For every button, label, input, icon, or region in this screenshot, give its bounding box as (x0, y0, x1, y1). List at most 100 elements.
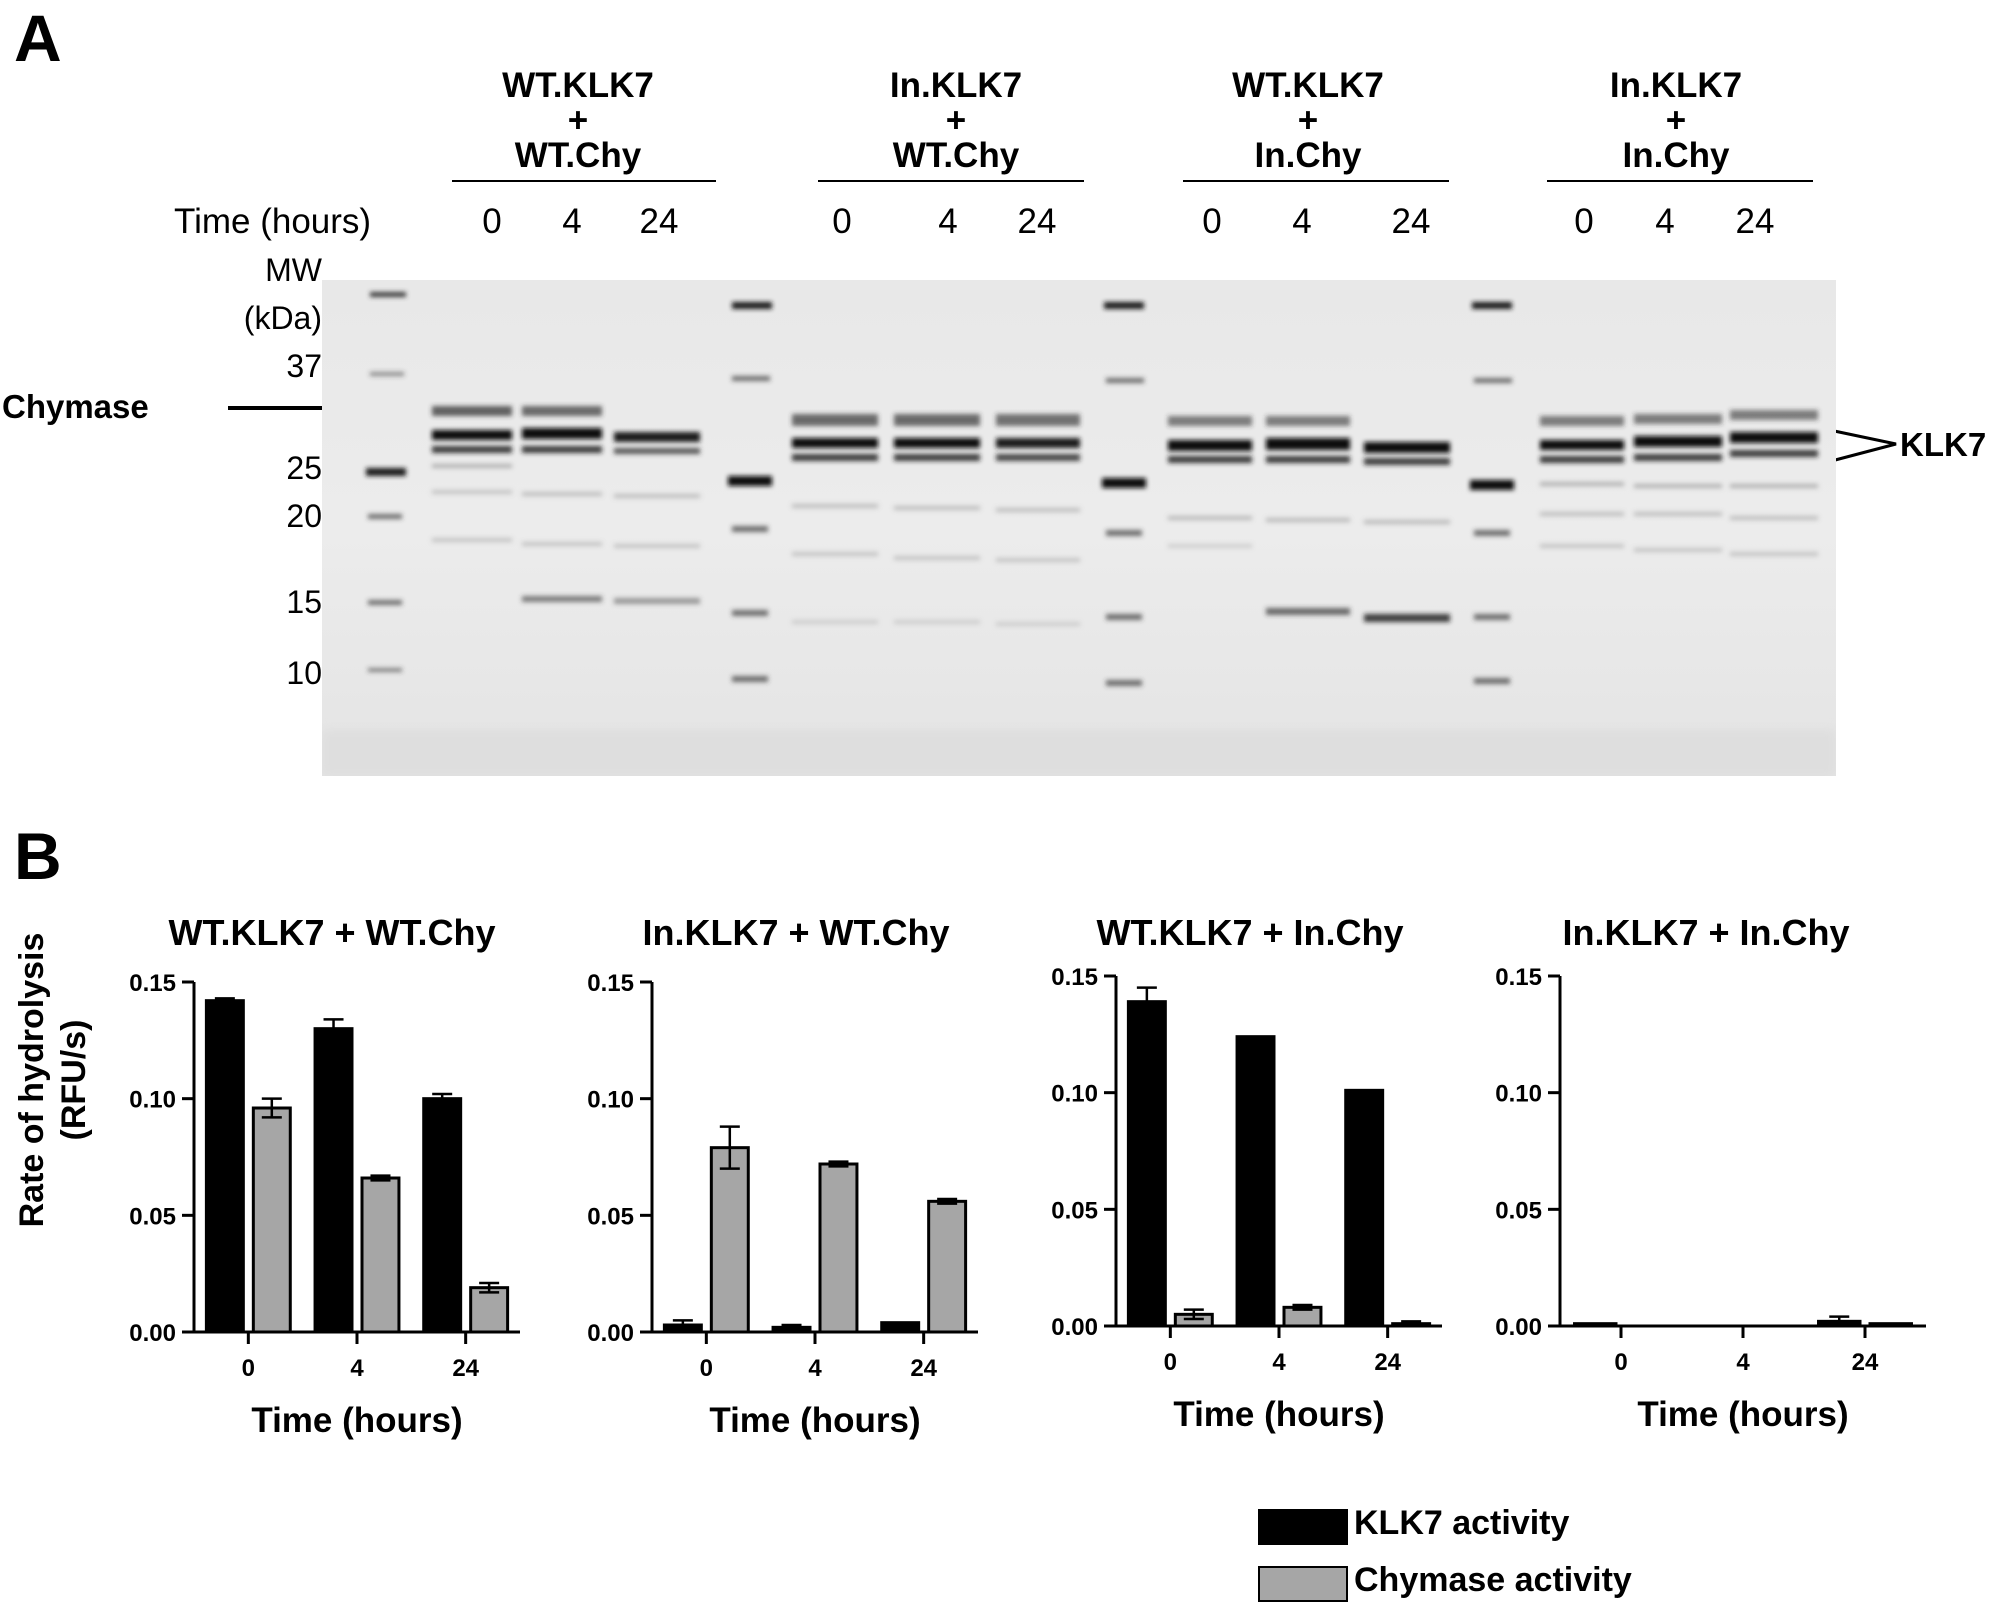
bar-klk7 (422, 1097, 463, 1334)
x-axis-label: Time (hours) (1173, 1395, 1384, 1434)
x-axis-label: Time (hours) (1637, 1395, 1848, 1434)
x-tick-label: 0 (1164, 1349, 1177, 1376)
x-tick-label: 0 (700, 1355, 713, 1382)
panel-b-letter: B (14, 819, 62, 893)
bar-chymase (469, 1286, 510, 1334)
x-axis-label: Time (hours) (709, 1401, 920, 1440)
y-tick-label: 0.15 (587, 970, 634, 997)
x-tick-label: 4 (808, 1355, 822, 1382)
sds-page-gel-image (322, 280, 1836, 776)
lane-time-4-24: 24 (1735, 202, 1775, 241)
lane-group-1-rule (452, 180, 716, 182)
legend-label-klk7: KLK7 activity (1354, 1504, 1570, 1542)
x-tick-label: 0 (1614, 1349, 1627, 1376)
lane-time-3-0: 0 (1202, 202, 1222, 241)
lane-group-3-line3: In.Chy (1254, 136, 1362, 175)
bar-chymase (818, 1162, 859, 1334)
lane-group-4-line2: + (1665, 101, 1687, 140)
bar-klk7 (880, 1321, 921, 1334)
lane-group-3-line1: WT.KLK7 (1232, 66, 1384, 105)
bar-klk7 (1573, 1322, 1618, 1328)
klk7-band-pointer (1819, 426, 1897, 466)
bar-klk7 (1344, 1088, 1385, 1328)
lane-group-1-line1: WT.KLK7 (502, 66, 654, 105)
y-tick-label: 0.05 (129, 1203, 176, 1230)
x-tick-label: 24 (452, 1355, 479, 1382)
y-tick-label: 0.00 (1051, 1314, 1098, 1341)
lane-group-3-line2: + (1297, 101, 1319, 140)
bar-klk7 (313, 1027, 354, 1334)
lane-group-1-line2: + (567, 101, 589, 140)
chart-3-title: WT.KLK7 + In.Chy (1096, 912, 1404, 953)
lane-group-4-rule (1547, 180, 1813, 182)
y-tick-label: 0.00 (587, 1320, 634, 1347)
lane-time-1-0: 0 (482, 202, 502, 241)
lane-group-4-line1: In.KLK7 (1609, 66, 1743, 105)
y-axis-label: Rate of hydrolysis (RFU/s) (6, 933, 106, 1228)
x-tick-label: 24 (1852, 1349, 1879, 1376)
chart-1-plot: 0.00 0.05 0.10 0.15 0 4 24 Time (hours) (129, 970, 520, 1440)
x-axis-label: Time (hours) (251, 1401, 462, 1440)
lane-time-4-4: 4 (1655, 202, 1675, 241)
lane-time-1-24: 24 (639, 202, 679, 241)
y-tick-label: 0.10 (1495, 1081, 1542, 1108)
chart-1-title: WT.KLK7 + WT.Chy (168, 912, 496, 953)
y-tick-label: 0.15 (129, 970, 176, 997)
lane-group-2-line3: WT.Chy (892, 136, 1020, 175)
mw-15: 15 (286, 584, 322, 620)
bar-chymase (927, 1199, 968, 1334)
bar-klk7 (1235, 1035, 1276, 1328)
bar-klk7 (1126, 1000, 1167, 1328)
y-tick-label: 0.10 (129, 1087, 176, 1114)
y-axis-label-line1: Rate of hydrolysis (13, 932, 51, 1228)
x-tick-label: 4 (350, 1355, 364, 1382)
panel-a-letter: A (14, 1, 62, 75)
y-axis-label-line2: (RFU/s) (55, 1019, 93, 1141)
bar-chymase (251, 1106, 292, 1334)
lane-time-4-0: 0 (1574, 202, 1594, 241)
lane-group-3-rule (1183, 180, 1449, 182)
bar-chymase (1868, 1322, 1913, 1328)
chart-3-plot: 0.00 0.05 0.10 0.15 0 4 24 Time (hours) (1051, 964, 1442, 1434)
y-tick-label: 0.05 (1495, 1197, 1542, 1224)
lane-time-2-24: 24 (1017, 202, 1057, 241)
mw-37: 37 (286, 348, 322, 384)
y-tick-label: 0.00 (129, 1320, 176, 1347)
klk7-band-label: KLK7 (1900, 426, 1987, 463)
lane-group-label-4: In.KLK7 + In.Chy (1536, 68, 1816, 173)
mw-25: 25 (286, 450, 322, 486)
lane-time-2-4: 4 (938, 202, 958, 241)
y-tick-label: 0.05 (1051, 1197, 1098, 1224)
chymase-band-label: Chymase (2, 388, 149, 425)
lane-group-2-line1: In.KLK7 (889, 66, 1023, 105)
y-tick-label: 0.10 (1051, 1081, 1098, 1108)
y-tick-label: 0.15 (1495, 964, 1542, 991)
x-tick-label: 0 (242, 1355, 255, 1382)
legend-swatch-klk7 (1258, 1509, 1348, 1545)
lane-group-1-line3: WT.Chy (514, 136, 642, 175)
mw-title-line2: (kDa) (243, 300, 322, 336)
lane-group-label-3: WT.KLK7 + In.Chy (1168, 68, 1448, 173)
lane-group-label-2: In.KLK7 + WT.Chy (816, 68, 1096, 173)
x-tick-label: 24 (1374, 1349, 1401, 1376)
lane-time-3-24: 24 (1391, 202, 1431, 241)
chart-2-plot: 0.00 0.05 0.10 0.15 0 4 24 Time (hours) (587, 970, 978, 1440)
bar-chymase (709, 1146, 750, 1334)
x-tick-label: 4 (1736, 1349, 1750, 1376)
lane-group-4-line3: In.Chy (1622, 136, 1730, 175)
mw-title-line1: MW (265, 252, 322, 288)
lane-group-2-rule (818, 180, 1084, 182)
x-tick-label: 24 (910, 1355, 937, 1382)
lane-time-3-4: 4 (1292, 202, 1312, 241)
chart-4-title: In.KLK7 + In.Chy (1562, 912, 1850, 953)
legend-swatch-chymase (1258, 1566, 1348, 1602)
x-tick-label: 4 (1272, 1349, 1286, 1376)
time-hours-heading: Time (hours) (174, 202, 372, 241)
lane-time-2-0: 0 (832, 202, 852, 241)
lane-group-2-line2: + (945, 101, 967, 140)
lane-time-1-4: 4 (562, 202, 582, 241)
y-tick-label: 0.10 (587, 1087, 634, 1114)
mw-20: 20 (286, 498, 322, 534)
lane-group-label-1: WT.KLK7 + WT.Chy (438, 68, 718, 173)
